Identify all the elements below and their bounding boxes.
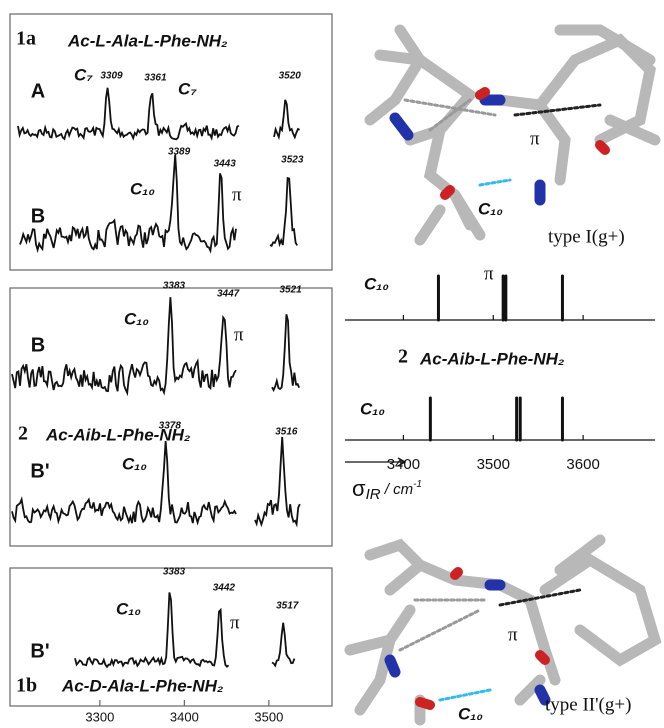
structure-type: type I(g+) <box>548 226 625 247</box>
pi-label: π <box>530 128 540 149</box>
pi-label: π <box>230 612 240 633</box>
x-axis-label: σIR / cm-1 <box>352 476 422 503</box>
pi-label: π <box>484 263 494 284</box>
x-axis-symbol: σ <box>352 476 366 501</box>
chart-subtitle: Ac-Aib-L-Phe-NH₂ <box>419 349 565 368</box>
x-tick-label: 3500 <box>254 709 283 724</box>
spectrum-trace <box>18 88 300 140</box>
molecule-structure <box>370 30 655 240</box>
x-tick-label: 3400 <box>170 709 199 724</box>
panel-id: 1b <box>16 675 37 697</box>
spectrum-trace <box>12 437 300 525</box>
structure-type: type II'(g+) <box>545 694 631 715</box>
peak-label: 3309 <box>100 71 123 82</box>
x-axis-exponent: -1 <box>413 479 422 490</box>
trace-label: B' <box>30 460 49 482</box>
hbond-label: C₇ <box>178 79 197 98</box>
peak-label: 3523 <box>281 155 304 166</box>
hbond-label: C₁₀ <box>360 399 385 418</box>
peak-label: 3447 <box>217 289 240 300</box>
peak-label: 3516 <box>275 427 298 438</box>
peak-label: 3378 <box>159 421 182 432</box>
peak-label: 3383 <box>163 281 186 292</box>
peak-label: 3389 <box>168 147 191 158</box>
hbond-label: C₁₀ <box>130 179 155 198</box>
pi-label: π <box>232 184 242 205</box>
x-tick-label: 3300 <box>85 709 114 724</box>
hbond-label: C₁₀ <box>364 274 389 293</box>
hbond-label: C₁₀ <box>124 309 149 328</box>
hbond-label: C₁₀ <box>478 199 503 218</box>
peak-label: 3517 <box>276 601 299 612</box>
spectrum-trace <box>20 155 297 251</box>
panel-id: 1a <box>16 28 36 50</box>
x-axis-subscript: IR <box>366 486 381 503</box>
hbond-label: C₁₀ <box>116 599 141 618</box>
trace-label: A <box>31 80 45 102</box>
chart-title: 2 <box>398 346 408 368</box>
hbond-label: C₁₀ <box>122 454 147 473</box>
hbond-label: C₁₀ <box>458 704 483 723</box>
x-tick-label: 3400 <box>387 456 420 473</box>
trace-label: B' <box>30 640 49 662</box>
panel-id: 2 <box>18 423 28 445</box>
spectrum-trace <box>75 592 294 667</box>
figure: 1a Ac-L-Ala-L-Phe-NH₂ 2 Ac-Aib-L-Phe-NH₂… <box>0 0 664 728</box>
peak-label: 3520 <box>279 71 302 82</box>
peak-label: 3383 <box>163 567 186 578</box>
peak-label: 3521 <box>279 285 302 296</box>
pi-label: π <box>508 624 518 645</box>
pi-label: π <box>234 324 244 345</box>
peak-label: 3443 <box>214 159 237 170</box>
peak-label: 3361 <box>144 73 167 84</box>
x-tick-label: 3500 <box>477 456 510 473</box>
x-axis-unit: / cm <box>381 481 414 498</box>
molecule-name: Ac-L-Ala-L-Phe-NH₂ <box>67 31 228 50</box>
molecule-structure <box>350 540 655 720</box>
hbond-label: C₇ <box>74 65 93 84</box>
trace-label: B <box>31 334 45 356</box>
x-tick-label: 3600 <box>566 456 599 473</box>
peak-label: 3442 <box>213 583 236 594</box>
trace-label: B <box>31 205 45 227</box>
molecule-name: Ac-D-Ala-L-Phe-NH₂ <box>61 676 224 695</box>
spectrum-trace <box>12 297 299 393</box>
